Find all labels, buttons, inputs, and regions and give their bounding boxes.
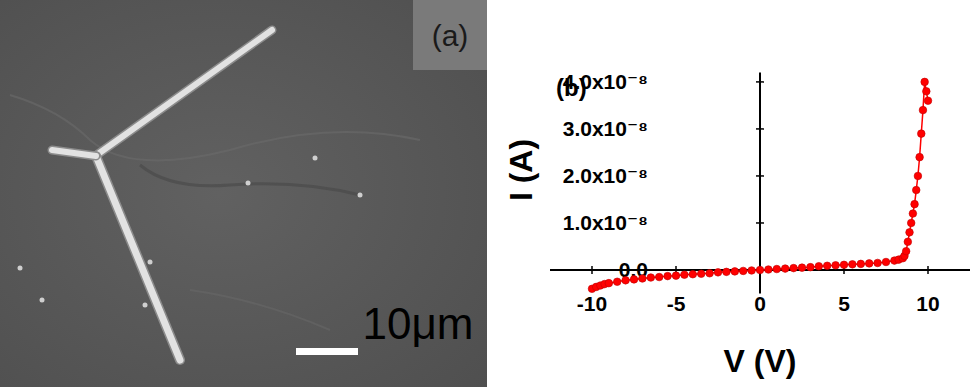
speck — [246, 181, 251, 186]
scale-bar — [296, 348, 358, 355]
data-point — [613, 278, 621, 286]
data-point — [689, 270, 697, 278]
data-point — [773, 265, 781, 273]
speck — [148, 260, 153, 265]
data-point — [622, 277, 630, 285]
data-point — [723, 268, 731, 276]
data-point — [907, 219, 915, 227]
x-tick-label: 10 — [916, 292, 939, 315]
y-tick — [756, 222, 764, 224]
data-point — [790, 264, 798, 272]
data-point — [798, 264, 806, 272]
y-tick — [756, 175, 764, 177]
data-point — [906, 229, 914, 237]
x-tick-label: -10 — [577, 292, 607, 315]
x-tick-label: -5 — [667, 292, 686, 315]
data-point — [917, 130, 925, 138]
data-point — [714, 269, 722, 277]
data-point — [909, 210, 917, 218]
data-point — [823, 262, 831, 270]
panel-label: (a) — [432, 19, 469, 52]
x-tick-label: 0 — [754, 292, 766, 315]
y-axis-title: I (A) — [503, 139, 539, 201]
nanowire — [96, 156, 180, 360]
nanowire-edge — [98, 30, 272, 154]
data-point — [748, 267, 756, 275]
data-point — [911, 200, 919, 208]
speck — [313, 156, 318, 161]
data-point — [921, 78, 929, 86]
sem-background — [0, 0, 487, 387]
data-point — [756, 266, 764, 274]
data-point — [919, 106, 927, 114]
data-point — [672, 272, 680, 280]
x-tick-label: 5 — [838, 292, 850, 315]
x-axis-title: V (V) — [724, 343, 797, 379]
data-point — [914, 172, 922, 180]
data-point — [916, 153, 924, 161]
data-point — [912, 186, 920, 194]
nanowire-edge — [52, 150, 96, 156]
x-tick — [591, 266, 593, 274]
surface-feature — [140, 165, 360, 195]
x-tick — [927, 266, 929, 274]
data-point — [832, 261, 840, 269]
data-point — [865, 260, 873, 268]
speck — [18, 266, 23, 271]
data-point — [924, 97, 932, 105]
data-point — [882, 258, 890, 266]
nanowire — [98, 30, 272, 154]
iv-chart: -10-505100.01.0x10⁻⁸2.0x10⁻⁸3.0x10⁻⁸4.0x… — [503, 70, 970, 379]
label-box — [413, 0, 487, 70]
nanowire-edge — [96, 156, 180, 360]
data-point — [857, 260, 865, 268]
data-point — [840, 261, 848, 269]
data-point — [664, 272, 672, 280]
scale-bar-label: 10μm — [363, 299, 474, 348]
y-tick — [756, 128, 764, 130]
data-point — [807, 263, 815, 271]
surface-feature — [190, 290, 330, 330]
y-tick-label: 1.0x10⁻⁸ — [563, 211, 648, 234]
data-group — [588, 78, 932, 292]
data-point — [647, 274, 655, 282]
data-point — [655, 273, 663, 281]
data-point — [739, 267, 747, 275]
speck — [40, 298, 45, 303]
speck — [358, 193, 363, 198]
data-point — [815, 262, 823, 270]
y-tick-label: 2.0x10⁻⁸ — [563, 164, 648, 187]
data-point — [874, 259, 882, 267]
sem-panel: (a) 10μm — [0, 0, 487, 387]
data-point — [765, 266, 773, 274]
data-point — [849, 261, 857, 269]
panel-label: (b) — [556, 74, 587, 101]
data-point — [605, 279, 613, 287]
data-point — [630, 276, 638, 284]
y-tick — [756, 81, 764, 83]
data-point — [781, 265, 789, 273]
figure: (a)10μm-10-505100.01.0x10⁻⁸2.0x10⁻⁸3.0x1… — [0, 0, 971, 387]
y-axis-line — [759, 73, 761, 294]
data-point — [706, 269, 714, 277]
data-point — [904, 238, 912, 246]
data-point — [923, 88, 931, 96]
nanowire — [52, 150, 96, 156]
surface-feature — [10, 95, 420, 160]
data-point — [681, 271, 689, 279]
y-tick-label: 3.0x10⁻⁸ — [563, 117, 648, 140]
data-point — [731, 268, 739, 276]
data-point — [639, 275, 647, 283]
iv-line — [592, 82, 928, 289]
data-point — [902, 247, 910, 255]
data-point — [697, 270, 705, 278]
speck — [143, 303, 148, 308]
